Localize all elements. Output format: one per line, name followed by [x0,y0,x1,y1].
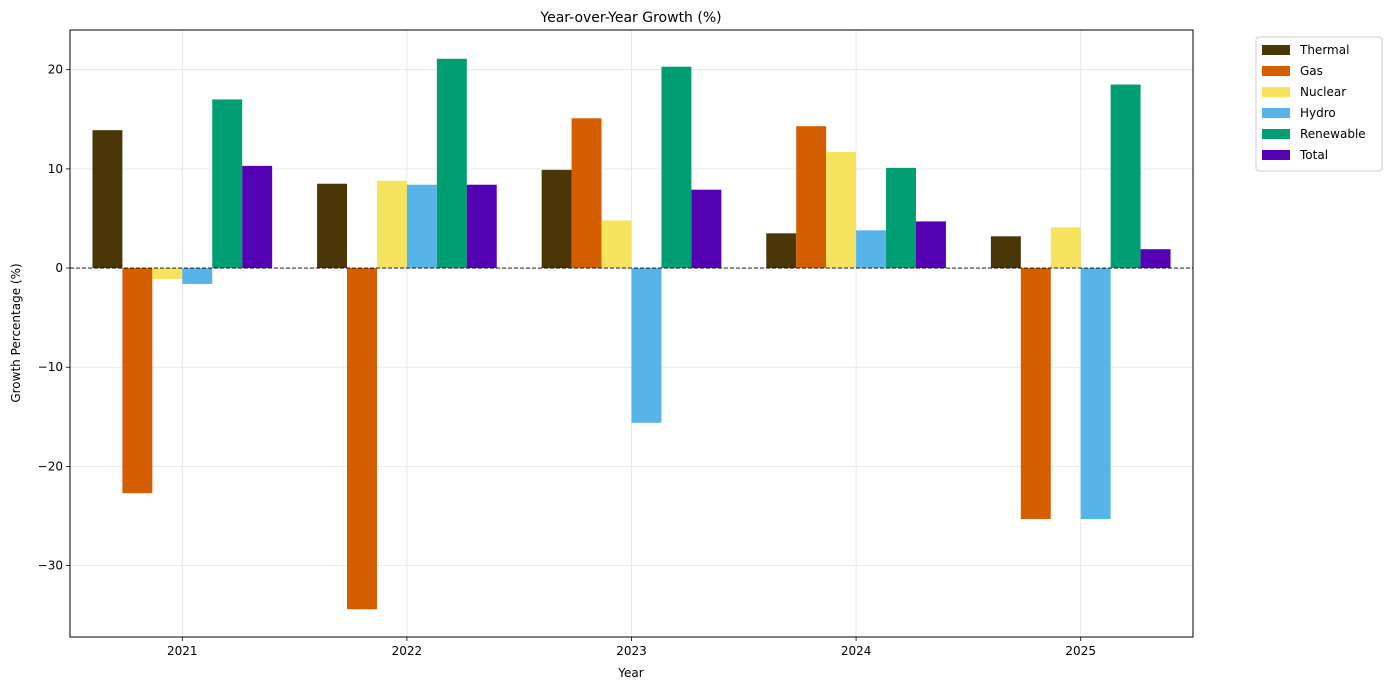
y-axis-label: Growth Percentage (%) [9,263,23,402]
y-tick-label: −20 [38,459,63,473]
legend-swatch-gas [1262,66,1290,76]
y-tick-label: 20 [48,63,63,77]
bar-hydro-2023 [631,268,662,423]
bar-renewable-2024 [886,167,916,269]
legend-swatch-hydro [1262,108,1290,118]
bar-total-2023 [691,189,722,269]
x-tick-label: 2024 [841,644,872,658]
bar-hydro-2024 [856,230,887,269]
legend-label-gas: Gas [1300,64,1323,78]
x-axis-label: Year [617,666,643,680]
bar-gas-2023 [571,118,602,269]
bar-thermal-2024 [766,233,797,269]
bar-total-2022 [466,184,497,269]
chart-title: Year-over-Year Growth (%) [539,10,721,26]
bar-renewable-2022 [436,58,467,269]
y-tick-label: −30 [38,559,63,573]
bar-renewable-2023 [661,66,692,269]
legend-label-renewable: Renewable [1300,127,1366,141]
legend-swatch-thermal [1262,45,1290,55]
bar-thermal-2025 [990,236,1021,269]
bar-nuclear-2021 [152,268,183,279]
x-tick-label: 2021 [167,644,198,658]
y-tick-label: 0 [55,261,63,275]
bar-thermal-2022 [317,183,348,269]
bar-thermal-2023 [541,169,572,269]
legend-label-thermal: Thermal [1299,43,1349,57]
legend-label-total: Total [1299,148,1328,162]
y-axis-ticks: 20 10 0 −10 −20 −30 [38,63,70,573]
y-tick-label: −10 [38,360,63,374]
bar-hydro-2025 [1080,268,1111,519]
x-tick-label: 2022 [392,644,423,658]
bar-total-2025 [1140,249,1171,269]
bar-thermal-2021 [92,130,123,269]
bar-gas-2022 [347,268,377,610]
legend-swatch-total [1262,150,1290,160]
y-tick-label: 10 [48,162,63,176]
bars-group [92,58,1171,610]
legend-swatch-renewable [1262,129,1290,139]
bar-gas-2021 [122,268,153,494]
bar-total-2024 [915,221,946,269]
bar-total-2021 [242,165,273,269]
bar-renewable-2025 [1110,84,1141,269]
x-tick-label: 2025 [1065,644,1096,658]
bar-nuclear-2022 [376,180,407,269]
legend-label-hydro: Hydro [1300,106,1336,120]
legend: Thermal Gas Nuclear Hydro Renewable Total [1255,36,1383,172]
bar-gas-2025 [1020,268,1051,519]
legend-swatch-nuclear [1262,87,1290,97]
bar-hydro-2022 [406,184,437,269]
bar-renewable-2021 [212,99,243,269]
bar-nuclear-2024 [826,151,857,269]
bar-gas-2024 [796,126,827,269]
x-tick-label: 2023 [616,644,647,658]
legend-label-nuclear: Nuclear [1300,85,1346,99]
bar-nuclear-2025 [1050,227,1081,269]
bar-hydro-2021 [182,268,213,284]
bar-nuclear-2023 [601,220,632,269]
x-axis-ticks: 2021 2022 2023 2024 2025 [167,637,1096,658]
